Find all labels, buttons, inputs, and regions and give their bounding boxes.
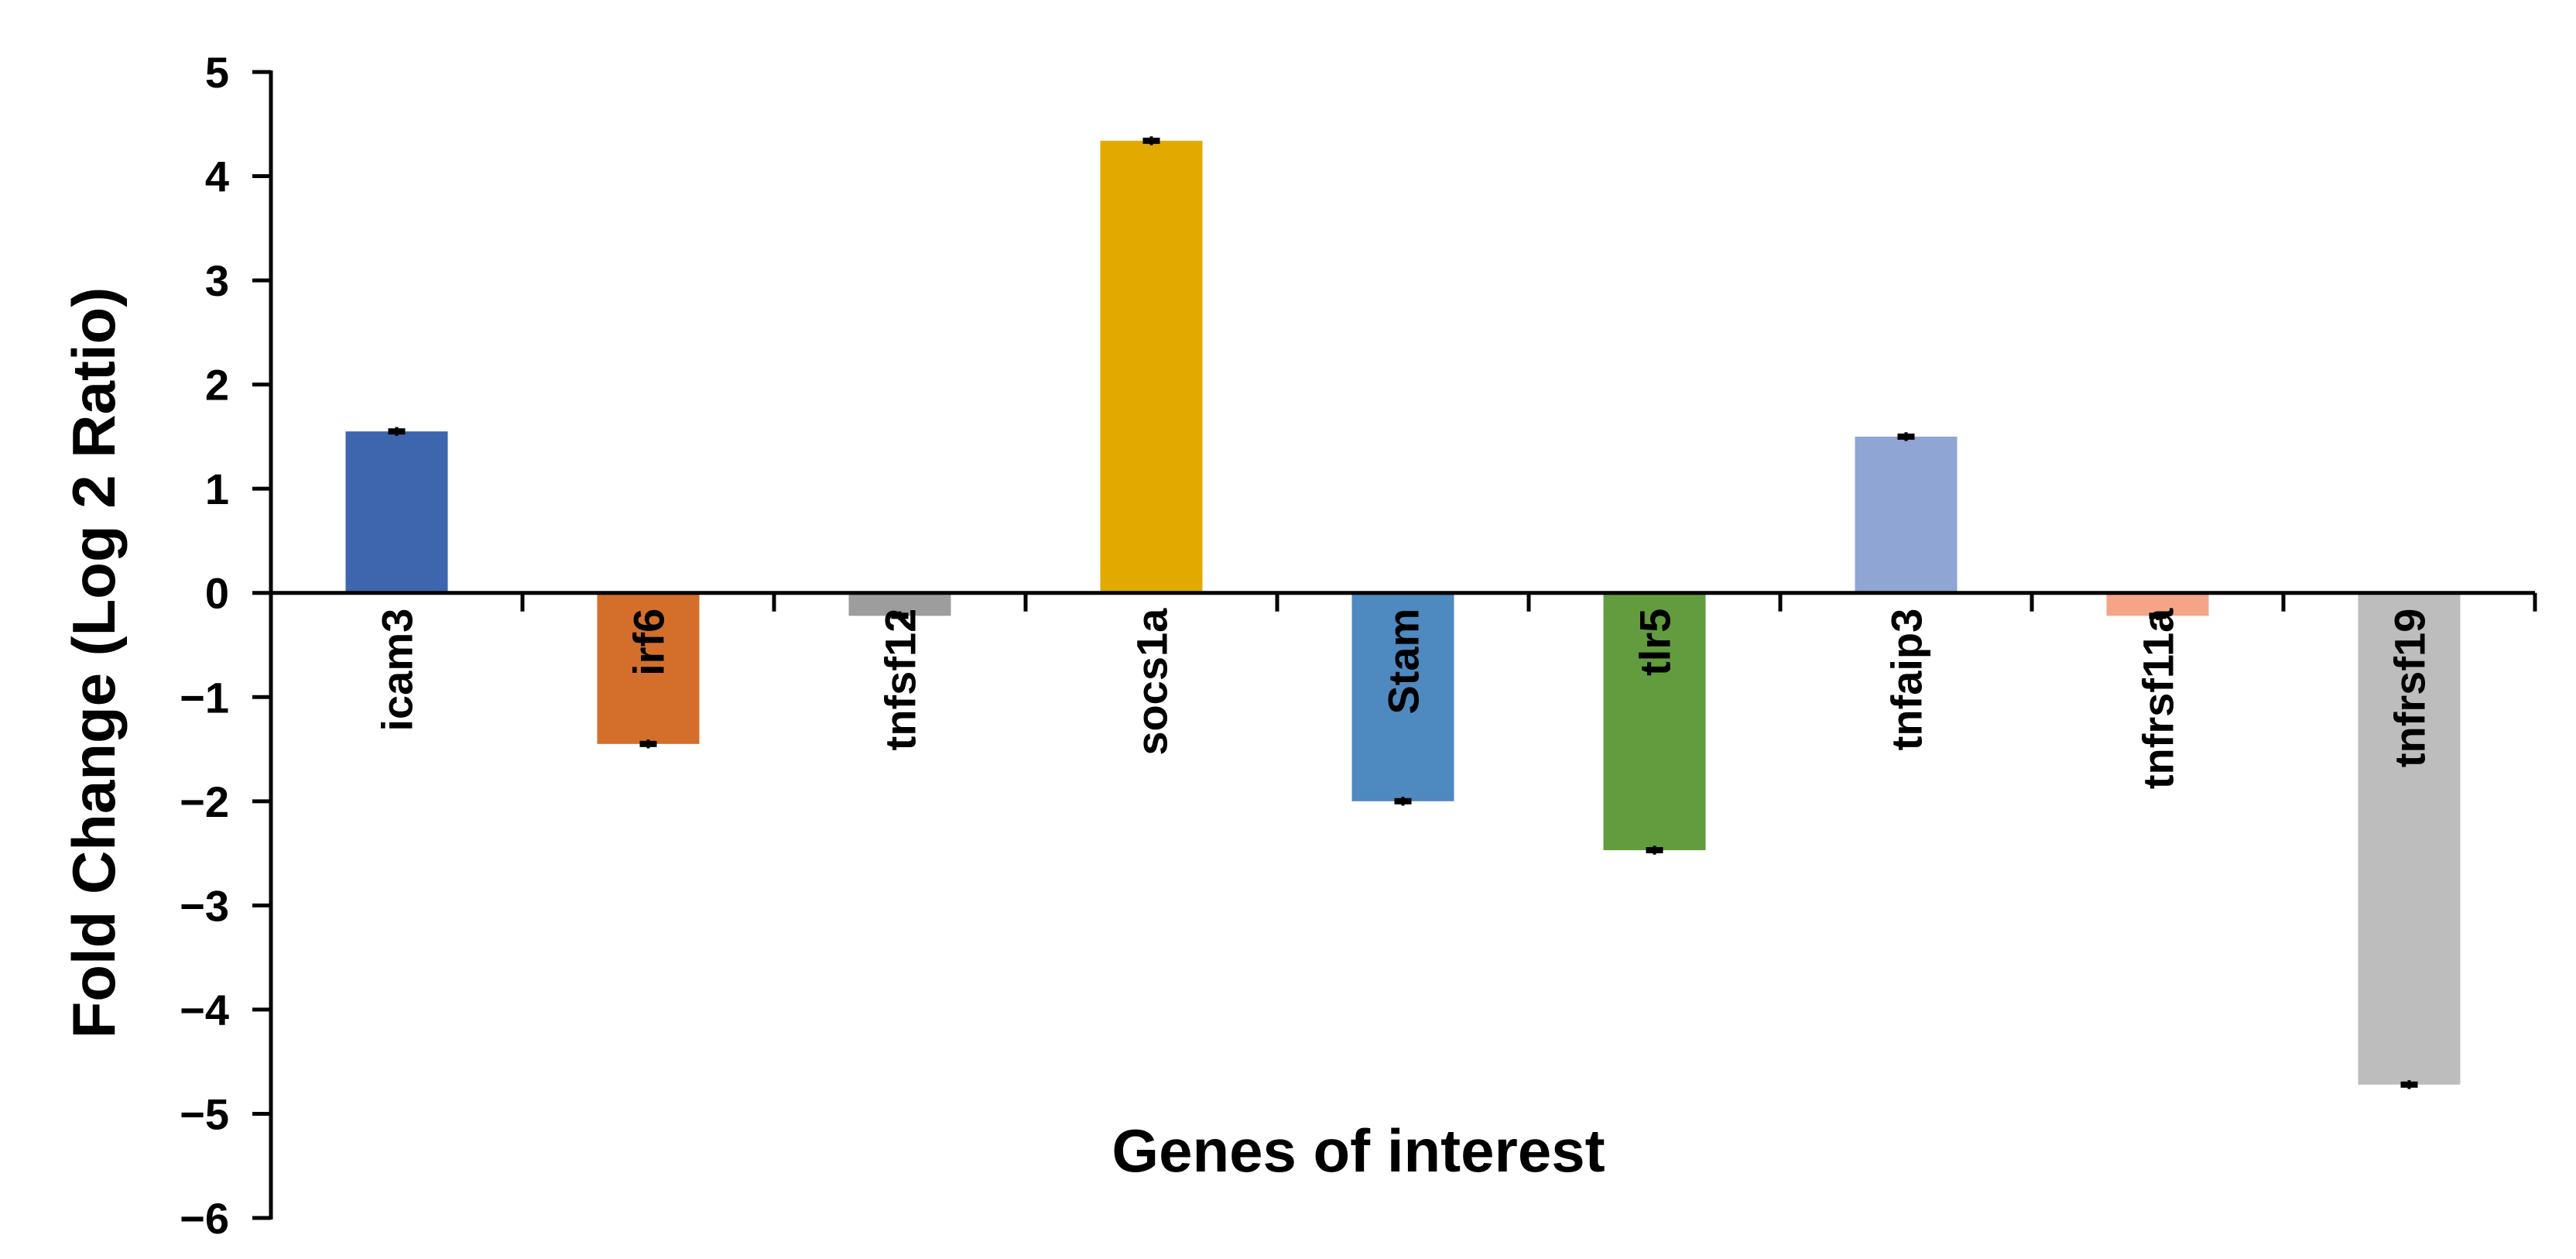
error-bar-Stam <box>1394 797 1412 806</box>
bar-socs1a <box>1100 140 1203 593</box>
y-tick-label: −3 <box>180 881 229 930</box>
bar-tlr5 <box>1603 592 1706 851</box>
error-bar-tnfaip3 <box>1897 432 1915 441</box>
bar-irf6 <box>597 592 700 744</box>
category-label-icam3: icam3 <box>373 609 422 732</box>
error-bar-tnfrsf19 <box>2400 1080 2418 1089</box>
y-tick-label: 4 <box>205 153 229 201</box>
y-tick-label: 2 <box>205 361 229 410</box>
y-tick-label: 5 <box>205 48 229 97</box>
category-label-tnfsf12: tnfsf12 <box>876 609 925 751</box>
error-bar-icam3 <box>388 427 406 436</box>
error-bar-irf6 <box>639 739 657 749</box>
category-label-irf6: irf6 <box>625 609 673 676</box>
y-axis-title: Fold Change (Log 2 Ratio) <box>60 287 128 1039</box>
y-tick-label: −2 <box>180 777 229 826</box>
category-label-tnfaip3: tnfaip3 <box>1882 609 1931 751</box>
error-bar-socs1a <box>1142 136 1160 146</box>
category-label-socs1a: socs1a <box>1128 608 1177 756</box>
bar-icam3 <box>345 431 448 593</box>
category-label-tlr5: tlr5 <box>1631 609 1680 676</box>
y-tick-label: −4 <box>180 986 229 1034</box>
bars-layer <box>345 136 2461 1089</box>
bar-tnfaip3 <box>1855 436 1958 593</box>
error-bar-tlr5 <box>1646 846 1663 855</box>
bar-Stam <box>1351 592 1454 801</box>
x-axis-title: Genes of interest <box>1112 1117 1605 1185</box>
y-tick-label: 1 <box>205 465 229 513</box>
y-tick-label: −6 <box>180 1194 229 1243</box>
y-tick-label: −1 <box>180 673 229 722</box>
y-tick-label: −5 <box>180 1089 229 1138</box>
axes-layer <box>252 70 2537 1220</box>
category-label-Stam: Stam <box>1379 609 1428 715</box>
error-bar-tnfsf12 <box>891 611 909 621</box>
y-tick-label: 0 <box>205 569 229 618</box>
error-bar-tnfrsf11a <box>2149 611 2167 621</box>
bar-tnfrsf19 <box>2358 592 2461 1085</box>
category-label-tnfrsf19: tnfrsf19 <box>2386 609 2434 767</box>
category-label-tnfrsf11a: tnfrsf11a <box>2134 608 2183 789</box>
labels-layer: 5 4 3 2 1 0 −1 −2 −3 −4 −5 −6 icam3 irf6 tnfsf12 socs1a… <box>180 48 2434 1243</box>
y-tick-label: 3 <box>205 256 229 305</box>
